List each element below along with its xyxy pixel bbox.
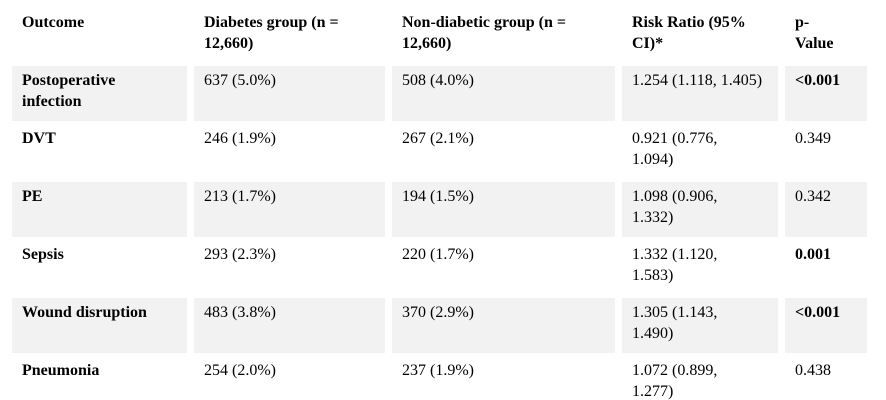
diabetes-group-cell: 293 (2.3%) [204,246,276,263]
p-value-cell: 0.001 [795,246,831,263]
p-value-cell: 0.342 [785,182,867,237]
column-header-non-diabetic-group: Non-diabetic group (n = 12,660) [402,14,566,52]
p-value-cell: <0.001 [785,66,867,121]
column-header-diabetes-group: Diabetes group (n = 12,660) [204,14,339,52]
column-header-p-value: p- Value [795,14,834,52]
risk-ratio-cell: 0.921 (0.776, 1.094) [632,130,718,168]
diabetes-group-cell: 637 (5.0%) [194,66,385,121]
table-row: DVT 246 (1.9%) 267 (2.1%) 0.921 (0.776, … [12,124,867,179]
diabetes-group-cell: 254 (2.0%) [204,362,276,379]
diabetes-group-cell: 213 (1.7%) [194,182,385,237]
risk-ratio-cell: 1.332 (1.120, 1.583) [632,246,718,284]
table-row: Wound disruption 483 (3.8%) 370 (2.9%) 1… [12,298,867,353]
p-value-cell: 0.349 [795,130,831,147]
outcomes-table: Outcome Diabetes group (n = 12,660) Non-… [5,5,874,400]
non-diabetic-group-cell: 267 (2.1%) [402,130,474,147]
table-header-row: Outcome Diabetes group (n = 12,660) Non-… [12,8,867,63]
outcome-cell: Postoperative infection [12,66,187,121]
non-diabetic-group-cell: 220 (1.7%) [402,246,474,263]
p-value-cell: <0.001 [785,298,867,353]
table-row: Postoperative infection 637 (5.0%) 508 (… [12,66,867,121]
non-diabetic-group-cell: 370 (2.9%) [392,298,615,353]
outcome-cell: DVT [22,130,56,147]
column-header-outcome: Outcome [22,14,85,31]
outcome-cell: PE [12,182,187,237]
column-header-risk-ratio: Risk Ratio (95% CI)* [632,14,746,52]
diabetes-group-cell: 483 (3.8%) [194,298,385,353]
non-diabetic-group-cell: 237 (1.9%) [402,362,474,379]
table-row: PE 213 (1.7%) 194 (1.5%) 1.098 (0.906, 1… [12,182,867,237]
outcome-cell: Sepsis [22,246,64,263]
outcome-cell: Wound disruption [12,298,187,353]
table-row: Sepsis 293 (2.3%) 220 (1.7%) 1.332 (1.12… [12,240,867,295]
non-diabetic-group-cell: 508 (4.0%) [392,66,615,121]
p-value-cell: 0.438 [795,362,831,379]
outcome-cell: Pneumonia [22,362,100,379]
risk-ratio-cell: 1.254 (1.118, 1.405) [622,66,778,121]
risk-ratio-cell: 1.305 (1.143, 1.490) [622,298,778,353]
table-body: Postoperative infection 637 (5.0%) 508 (… [12,66,867,400]
diabetes-group-cell: 246 (1.9%) [204,130,276,147]
non-diabetic-group-cell: 194 (1.5%) [392,182,615,237]
risk-ratio-cell: 1.072 (0.899, 1.277) [632,362,718,400]
risk-ratio-cell: 1.098 (0.906, 1.332) [622,182,778,237]
table-row: Pneumonia 254 (2.0%) 237 (1.9%) 1.072 (0… [12,356,867,400]
